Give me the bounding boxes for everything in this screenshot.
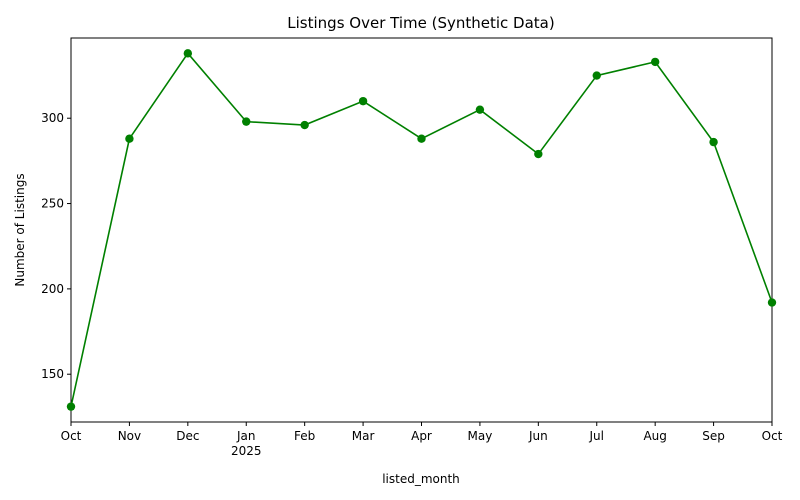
series-line bbox=[70, 52, 773, 407]
x-tick-label: Nov bbox=[118, 429, 141, 443]
data-point bbox=[534, 149, 543, 159]
y-axis: 150 200 250 300 bbox=[41, 111, 71, 381]
x-tick-label: Aug bbox=[643, 429, 666, 443]
y-tick-label: 300 bbox=[41, 111, 64, 125]
data-points bbox=[66, 49, 777, 411]
y-axis-label: Number of Listings bbox=[13, 173, 27, 286]
plot-area bbox=[70, 37, 773, 423]
y-tick-label: 150 bbox=[41, 367, 64, 381]
x-tick-label: Oct bbox=[762, 429, 783, 443]
x-tick-label: Jan bbox=[236, 429, 256, 443]
data-point bbox=[358, 96, 368, 106]
x-tick-label: Jun bbox=[528, 429, 548, 443]
y-tick-label: 200 bbox=[41, 282, 64, 296]
x-tick-label: Apr bbox=[411, 429, 432, 443]
x-tick-label: Dec bbox=[176, 429, 199, 443]
chart-title: Listings Over Time (Synthetic Data) bbox=[287, 14, 554, 32]
data-point bbox=[125, 134, 134, 143]
data-point bbox=[183, 49, 193, 58]
data-point bbox=[300, 120, 309, 130]
data-point bbox=[767, 298, 777, 307]
data-point bbox=[417, 134, 426, 143]
x-tick-label: Sep bbox=[702, 429, 725, 443]
x-tick-year-label: 2025 bbox=[231, 444, 262, 458]
x-tick-label: Oct bbox=[61, 429, 82, 443]
data-point bbox=[592, 71, 601, 80]
x-tick-label: May bbox=[468, 429, 493, 443]
x-tick-label: Jul bbox=[589, 429, 604, 443]
x-axis-label: listed_month bbox=[382, 472, 460, 486]
data-point bbox=[242, 117, 251, 126]
x-tick-label: Mar bbox=[352, 429, 375, 443]
data-point bbox=[650, 57, 660, 67]
data-point bbox=[475, 105, 485, 114]
data-point bbox=[66, 402, 76, 411]
data-point bbox=[709, 137, 718, 147]
x-tick-label: Feb bbox=[294, 429, 315, 443]
y-tick-label: 250 bbox=[41, 197, 64, 211]
